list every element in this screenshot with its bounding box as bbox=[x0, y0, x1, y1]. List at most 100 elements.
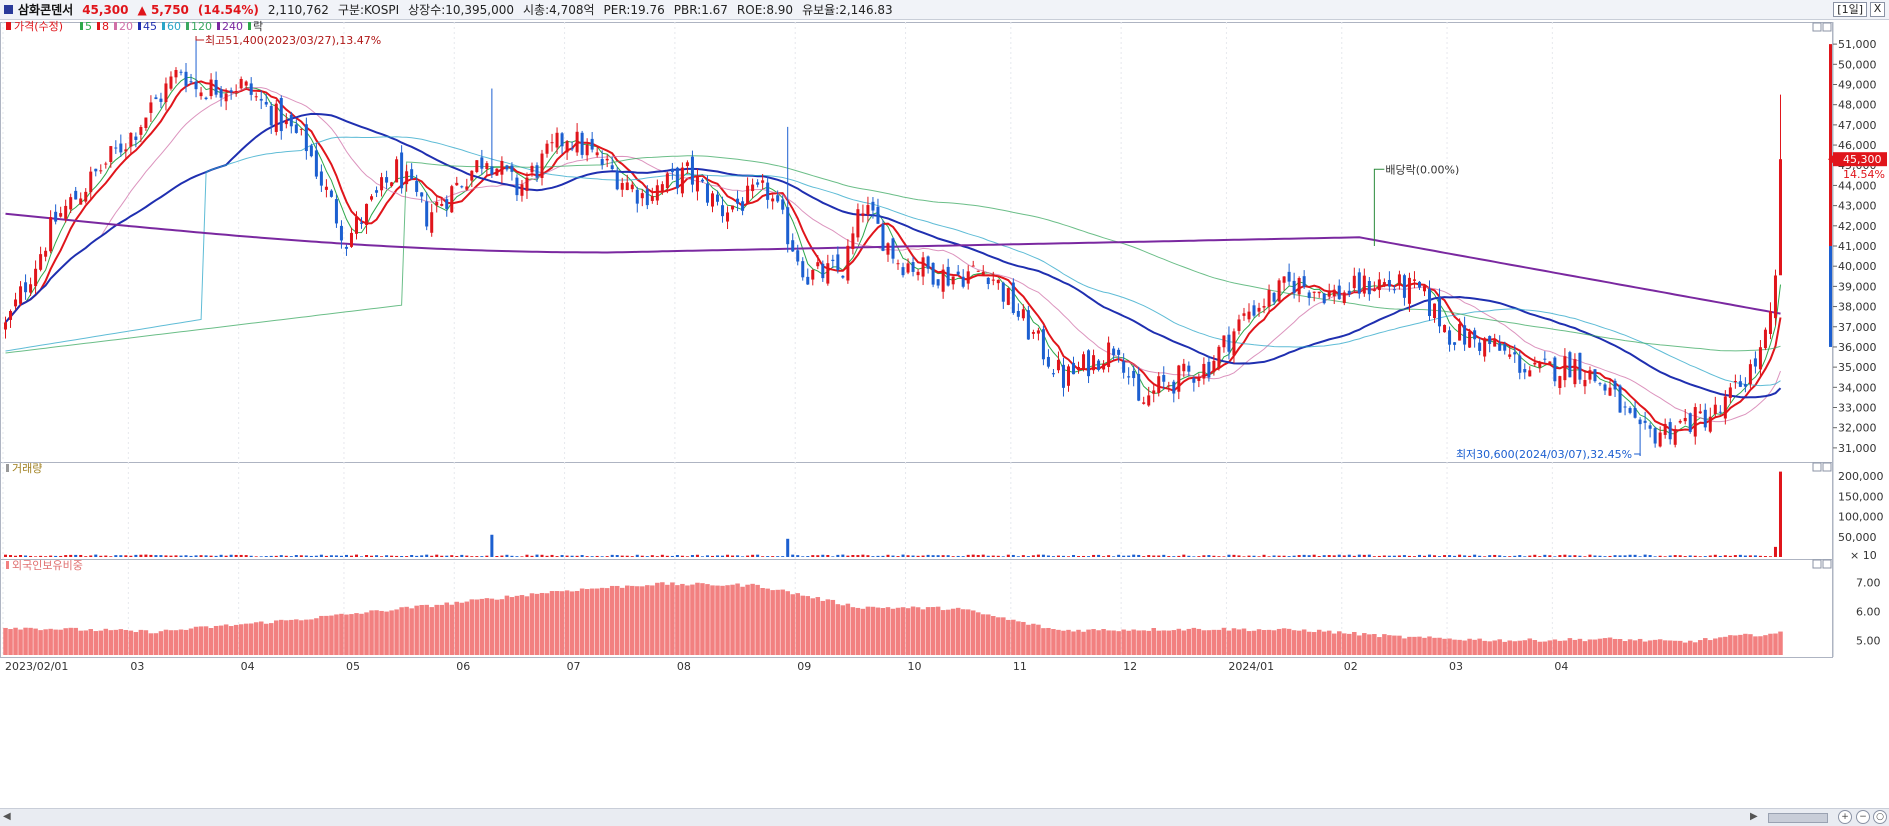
foreign-ownership-bar[interactable] bbox=[414, 605, 419, 655]
foreign-ownership-bar[interactable] bbox=[284, 620, 289, 655]
foreign-ownership-bar[interactable] bbox=[630, 585, 635, 655]
volume-bar[interactable] bbox=[991, 555, 995, 557]
volume-bar[interactable] bbox=[1222, 556, 1226, 557]
candle-body[interactable] bbox=[164, 83, 168, 103]
candle-body[interactable] bbox=[1633, 407, 1637, 418]
volume-bar[interactable] bbox=[415, 555, 419, 557]
foreign-ownership-bar[interactable] bbox=[584, 589, 590, 655]
stock-name[interactable]: 삼화콘덴서 bbox=[18, 3, 74, 17]
volume-bar[interactable] bbox=[921, 555, 925, 557]
foreign-ownership-bar[interactable] bbox=[1457, 639, 1462, 655]
candle-body[interactable] bbox=[209, 79, 213, 97]
foreign-ownership-bar[interactable] bbox=[349, 614, 354, 655]
foreign-ownership-bar[interactable] bbox=[1342, 633, 1347, 655]
foreign-ownership-bar[interactable] bbox=[940, 610, 946, 655]
volume-bar[interactable] bbox=[334, 555, 338, 557]
candle-body[interactable] bbox=[1142, 402, 1146, 404]
foreign-ownership-bar[interactable] bbox=[1121, 629, 1126, 655]
volume-bar[interactable] bbox=[1633, 554, 1637, 557]
foreign-ownership-bar[interactable] bbox=[1211, 629, 1217, 655]
candle-body[interactable] bbox=[74, 190, 78, 200]
volume-bar[interactable] bbox=[1352, 555, 1356, 557]
candle-body[interactable] bbox=[721, 205, 725, 217]
foreign-ownership-bar[interactable] bbox=[860, 608, 866, 655]
volume-bar[interactable] bbox=[354, 554, 358, 557]
volume-bar[interactable] bbox=[279, 555, 283, 557]
volume-bar[interactable] bbox=[470, 556, 474, 557]
volume-bar[interactable] bbox=[1392, 555, 1396, 557]
foreign-ownership-bar[interactable] bbox=[238, 624, 244, 655]
volume-bar[interactable] bbox=[344, 554, 348, 557]
candle-body[interactable] bbox=[264, 101, 268, 105]
volume-bar[interactable] bbox=[299, 555, 303, 557]
volume-bar[interactable] bbox=[575, 555, 579, 557]
foreign-ownership-bar[interactable] bbox=[529, 593, 535, 655]
volume-bar[interactable] bbox=[1443, 555, 1447, 557]
foreign-ownership-bar[interactable] bbox=[1266, 629, 1272, 655]
candle-body[interactable] bbox=[154, 97, 158, 100]
volume-bar[interactable] bbox=[1498, 555, 1502, 557]
candle-body[interactable] bbox=[1758, 347, 1762, 370]
candle-body[interactable] bbox=[480, 157, 484, 169]
foreign-ownership-bar[interactable] bbox=[1647, 640, 1653, 655]
foreign-ownership-bar[interactable] bbox=[1637, 638, 1643, 655]
volume-bar[interactable] bbox=[435, 554, 439, 557]
foreign-ownership-bar[interactable] bbox=[1001, 617, 1006, 655]
foreign-ownership-bar[interactable] bbox=[1241, 628, 1247, 655]
volume-bar[interactable] bbox=[139, 554, 143, 557]
volume-bar[interactable] bbox=[1548, 555, 1552, 557]
volume-bar[interactable] bbox=[1618, 555, 1622, 557]
foreign-ownership-bar[interactable] bbox=[1682, 642, 1688, 655]
foreign-ownership-bar[interactable] bbox=[449, 604, 455, 655]
foreign-ownership-bar[interactable] bbox=[1758, 636, 1763, 655]
candle-body[interactable] bbox=[319, 171, 323, 186]
foreign-ownership-bar[interactable] bbox=[945, 609, 951, 655]
candle-body[interactable] bbox=[349, 232, 353, 247]
volume-bar[interactable] bbox=[89, 555, 93, 557]
foreign-ownership-bar[interactable] bbox=[524, 596, 530, 655]
foreign-ownership-bar[interactable] bbox=[785, 591, 790, 655]
volume-bar[interactable] bbox=[660, 554, 664, 557]
foreign-ownership-bar[interactable] bbox=[1432, 637, 1437, 655]
foreign-ownership-bar[interactable] bbox=[1728, 635, 1733, 655]
volume-bar[interactable] bbox=[846, 555, 850, 557]
foreign-ownership-bar[interactable] bbox=[1006, 619, 1011, 655]
volume-bar[interactable] bbox=[390, 555, 394, 557]
foreign-ownership-bar[interactable] bbox=[208, 628, 214, 655]
candle-body[interactable] bbox=[1453, 342, 1457, 345]
foreign-ownership-bar[interactable] bbox=[1246, 631, 1252, 655]
candle-body[interactable] bbox=[1107, 342, 1111, 367]
foreign-ownership-bar[interactable] bbox=[890, 608, 896, 655]
foreign-ownership-bar[interactable] bbox=[484, 598, 490, 655]
foreign-ownership-bar[interactable] bbox=[1392, 635, 1397, 655]
volume-bar[interactable] bbox=[259, 556, 263, 557]
candle-body[interactable] bbox=[1392, 289, 1396, 291]
candle-body[interactable] bbox=[610, 165, 614, 170]
foreign-ownership-bar[interactable] bbox=[1141, 630, 1146, 655]
foreign-ownership-bar[interactable] bbox=[1447, 638, 1452, 655]
foreign-ownership-bar[interactable] bbox=[53, 629, 58, 655]
foreign-ownership-bar[interactable] bbox=[700, 583, 705, 655]
candle-body[interactable] bbox=[304, 124, 308, 152]
volume-bar[interactable] bbox=[405, 556, 409, 557]
candle-body[interactable] bbox=[1237, 319, 1241, 331]
candle-body[interactable] bbox=[89, 171, 93, 193]
foreign-ownership-bar[interactable] bbox=[624, 585, 630, 655]
candle-body[interactable] bbox=[1016, 311, 1020, 317]
foreign-ownership-bar[interactable] bbox=[309, 619, 314, 655]
volume-bar[interactable] bbox=[525, 554, 529, 557]
foreign-ownership-bar[interactable] bbox=[18, 629, 23, 655]
foreign-ownership-bar[interactable] bbox=[1522, 640, 1528, 655]
volume-bar[interactable] bbox=[1217, 556, 1221, 557]
foreign-ownership-bar[interactable] bbox=[364, 612, 369, 655]
foreign-ownership-bar[interactable] bbox=[1773, 633, 1778, 655]
foreign-ownership-bar[interactable] bbox=[58, 629, 63, 655]
volume-bar[interactable] bbox=[39, 555, 43, 557]
volume-bar[interactable] bbox=[851, 555, 855, 557]
candle-body[interactable] bbox=[635, 189, 639, 204]
candle-body[interactable] bbox=[1322, 293, 1326, 304]
volume-bar[interactable] bbox=[1342, 555, 1346, 557]
volume-bar[interactable] bbox=[941, 555, 945, 557]
volume-bar[interactable] bbox=[1778, 471, 1782, 557]
candle-body[interactable] bbox=[1006, 288, 1010, 305]
